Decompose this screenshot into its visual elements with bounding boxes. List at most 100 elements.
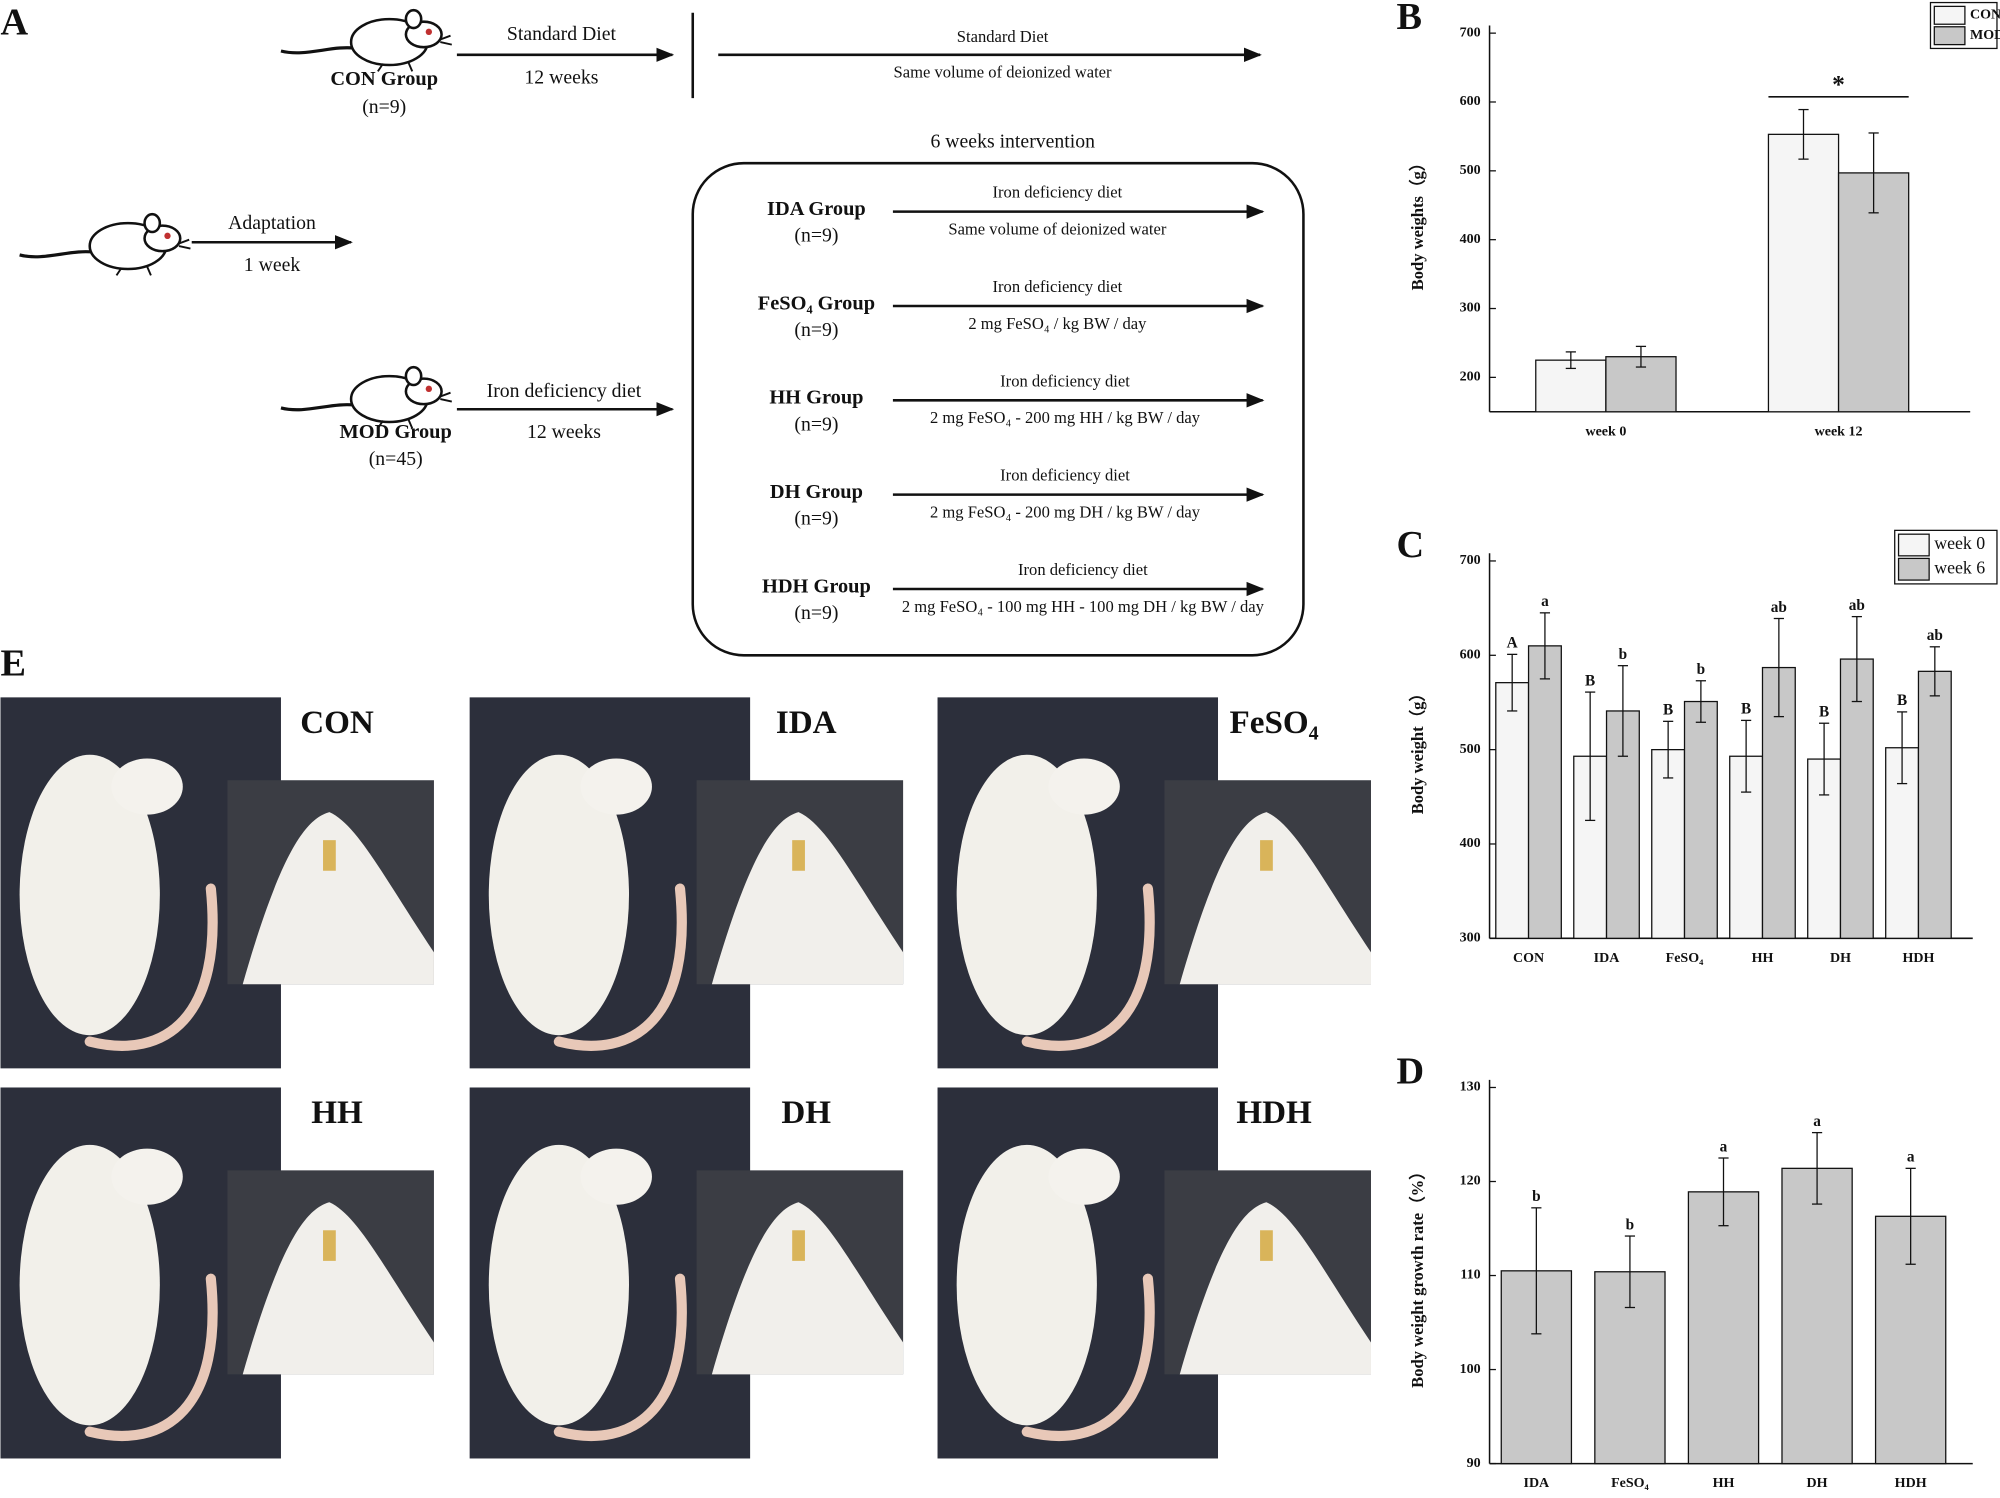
group-n: (n=9) (794, 602, 838, 624)
adaptation: Adaptation (228, 212, 316, 234)
error-bar (1695, 680, 1706, 723)
y-axis-label: Body weight（g） (1407, 685, 1427, 814)
x-tick-label: IDA (1594, 951, 1621, 966)
rat-body (956, 754, 1097, 1036)
rat-tail (553, 883, 687, 1051)
rat-head (1048, 1148, 1120, 1205)
bar (1687, 1191, 1760, 1465)
inset-rat (711, 1202, 904, 1375)
legend-swatch (1897, 557, 1930, 581)
rat-body (488, 754, 630, 1036)
rat-tail (553, 1273, 687, 1441)
teeth (323, 840, 336, 871)
significance-letter: A (1507, 635, 1518, 652)
rat-icon (279, 8, 454, 73)
y-tick-label: 700 (1460, 553, 1481, 568)
photo: HDH (937, 1087, 1371, 1459)
group-n: (n=9) (362, 96, 406, 118)
diet: Iron deficiency diet (993, 183, 1123, 202)
legend-label: CON (1970, 8, 2000, 23)
error-bar (1851, 615, 1862, 703)
teeth (1260, 1230, 1273, 1261)
significance-letter: B (1585, 672, 1595, 689)
x-tick-label: CON (1513, 951, 1544, 966)
panel-label: A (0, 1, 28, 43)
diet: Iron deficiency diet (1018, 560, 1148, 579)
photo: CON (0, 697, 434, 1069)
rat-icon (18, 212, 193, 277)
legend-label: week 6 (1934, 557, 1985, 577)
photo-label: FeSO₄ (1230, 704, 1319, 741)
x-tick-label: FeSO₄ (1666, 951, 1704, 966)
error-bar (1929, 646, 1940, 697)
legend-swatch (1933, 5, 1966, 25)
significance-letter: B (1897, 692, 1907, 709)
inset-rat (711, 812, 904, 985)
error-bar (1868, 132, 1879, 214)
bar (1917, 670, 1952, 939)
group-name: CON Group (330, 68, 438, 90)
group-name: FeSO₄ Group (758, 292, 875, 314)
teeth (792, 1230, 805, 1261)
inset-rat (1179, 812, 1371, 985)
group-n: (n=9) (794, 225, 838, 247)
teeth (792, 840, 805, 871)
error-bar (1818, 722, 1830, 796)
significance-letter: ab (1927, 627, 1943, 644)
significance-letter: b (1626, 1216, 1635, 1233)
legend-label: week 0 (1934, 533, 1985, 553)
significance-letter: b (1532, 1188, 1541, 1205)
error-bar (1663, 720, 1674, 779)
significance-letter: a (1541, 593, 1549, 610)
legend-swatch (1897, 533, 1930, 557)
error-bar (1617, 665, 1629, 757)
group-n: (n=9) (794, 319, 838, 341)
y-tick-label: 130 (1460, 1080, 1481, 1095)
y-tick-label: 120 (1460, 1174, 1481, 1189)
error-bar (1798, 108, 1809, 160)
treatment: 2 mg FeSO₄ - 200 mg HH / kg BW / day (930, 408, 1201, 427)
bar (1781, 1167, 1853, 1465)
group-name: HH Group (769, 387, 863, 409)
significance-letter: a (1813, 1113, 1821, 1130)
error-bar (1718, 1157, 1729, 1227)
y-tick-label: 90 (1467, 1456, 1481, 1471)
significance-letter: b (1697, 661, 1706, 678)
group-name: IDA Group (767, 198, 866, 220)
y-tick-label: 100 (1460, 1362, 1481, 1377)
legend-swatch (1933, 26, 1966, 46)
inset-rat (1179, 1202, 1371, 1375)
teeth (1260, 840, 1273, 871)
panel-label: C (1396, 524, 1424, 566)
bar-chart: C Body weight（g） 300 400 500 600 700 CON IDA FeSO… (1396, 524, 1998, 966)
photo-label: HH (311, 1094, 363, 1131)
y-tick-label: 200 (1460, 370, 1481, 385)
y-axis-label: Body weights（g） (1407, 155, 1427, 291)
inset-rat (242, 1202, 434, 1375)
y-tick-label: 500 (1460, 742, 1481, 757)
intervention-box (691, 161, 1305, 657)
photo-panel: E CON IDA FeSO₄ HH DH HDH (0, 643, 1371, 1459)
treatment: Same volume of deionized water (948, 220, 1166, 239)
diet: Iron deficiency diet (1000, 371, 1130, 390)
duration: 1 week (244, 254, 301, 276)
bar (1839, 658, 1874, 939)
rat-body (19, 754, 160, 1036)
y-axis-label: Body weight growth rate（%） (1407, 1163, 1427, 1388)
rat-head (1048, 758, 1120, 815)
y-tick-label: 400 (1460, 232, 1481, 247)
photo: IDA (469, 697, 904, 1069)
bar (1651, 749, 1686, 939)
error-bar (1624, 1235, 1636, 1309)
significance-letter: B (1819, 704, 1829, 721)
group-n: (n=9) (794, 508, 838, 530)
bar (1495, 682, 1530, 939)
rat-head (111, 758, 183, 815)
y-tick-label: 400 (1460, 836, 1481, 851)
photo: FeSO₄ (937, 697, 1371, 1069)
teeth (323, 1230, 336, 1261)
treatment: Same volume of deionized water (894, 63, 1112, 82)
error-bar (1773, 617, 1784, 718)
x-tick-label: HH (1713, 1476, 1735, 1491)
